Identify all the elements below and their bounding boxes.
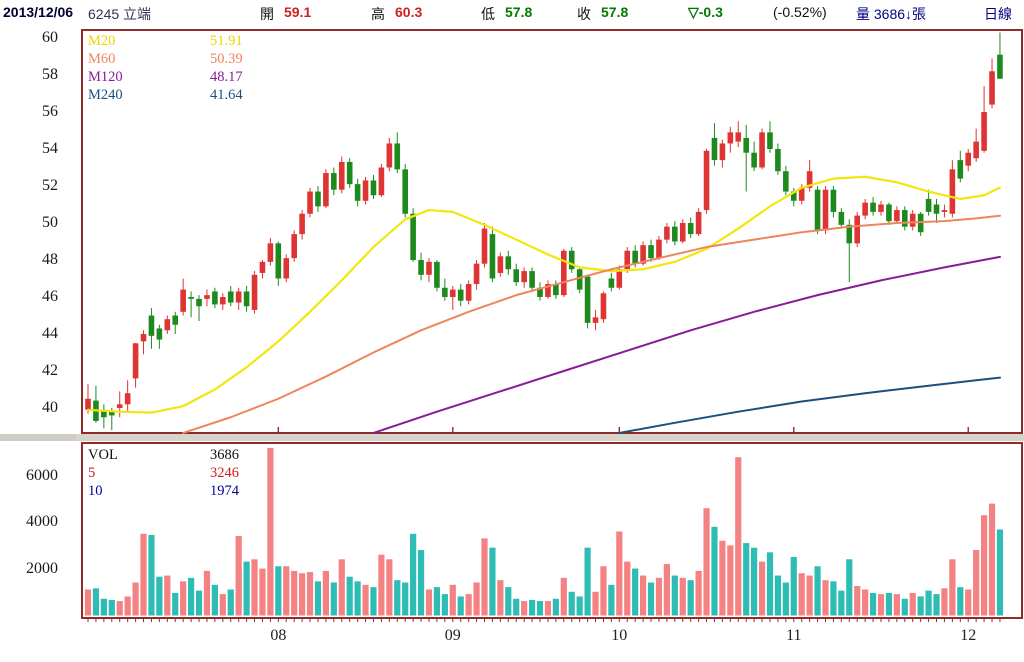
ma60-label: M60	[88, 51, 116, 67]
vol-legend-row: VOL 3686	[88, 446, 239, 464]
low-label: 低	[481, 6, 495, 22]
panel-splitter[interactable]	[0, 434, 1024, 441]
vol-ma5-value: 3246	[210, 465, 239, 481]
ma-legend-row: M120 48.17	[88, 68, 243, 86]
price-tick-label: 50	[42, 214, 58, 231]
month-label: 09	[444, 627, 461, 644]
price-tick-label: 52	[42, 177, 58, 194]
volume-tick-label: 6000	[26, 466, 58, 484]
price-tick-label: 44	[42, 325, 58, 342]
month-label: 08	[270, 627, 287, 644]
price-tick-label: 54	[42, 140, 58, 157]
ma240-label: M240	[88, 87, 123, 103]
close-label: 收	[577, 6, 591, 22]
stock-name: 6245 立端	[88, 6, 152, 22]
period-selector[interactable]: 日線	[984, 6, 1012, 22]
ma-legend: M20 51.91 M60 50.39 M120 48.17 M240 41.6…	[88, 32, 243, 104]
ma20-value: 51.91	[210, 33, 243, 49]
month-label: 12	[960, 627, 977, 644]
ma120-label: M120	[88, 69, 123, 85]
ma20-label: M20	[88, 33, 116, 49]
vol-ma10-row: 10 1974	[88, 482, 239, 500]
volume-readout: 量 3686↓張	[856, 6, 927, 22]
close-value: 57.8	[601, 4, 629, 20]
price-tick-label: 58	[42, 66, 58, 83]
open-value: 59.1	[284, 4, 312, 20]
ma240-value: 41.64	[210, 87, 243, 103]
volume-tick-label: 2000	[26, 559, 58, 577]
month-label: 11	[786, 627, 802, 644]
price-tick-label: 46	[42, 288, 58, 305]
low-value: 57.8	[505, 4, 533, 20]
ma-legend-row: M240 41.64	[88, 86, 243, 104]
high-value: 60.3	[395, 4, 423, 20]
vol-label: VOL	[88, 447, 118, 463]
ma-legend-row: M20 51.91	[88, 32, 243, 50]
ma-legend-row: M60 50.39	[88, 50, 243, 68]
volume-tick-label: 4000	[26, 513, 58, 531]
price-tick-label: 56	[42, 103, 58, 120]
high-label: 高	[371, 6, 385, 22]
volume-legend: VOL 3686 5 3246 10 1974	[88, 446, 239, 500]
change-percent: (-0.52%)	[773, 4, 827, 20]
price-tick-label: 60	[42, 29, 58, 46]
panel-splitter-grip	[0, 434, 76, 441]
vol-ma10-label: 10	[88, 483, 103, 499]
open-label: 開	[260, 6, 274, 22]
price-tick-label: 48	[42, 251, 58, 268]
month-label: 10	[611, 627, 628, 644]
ma120-value: 48.17	[210, 69, 243, 85]
date-label: 2013/12/06	[3, 4, 74, 20]
quote-header: 2013/12/06 6245 立端 開 59.1 高 60.3 低 57.8 …	[0, 0, 1024, 26]
change-value: ▽-0.3	[688, 4, 723, 20]
vol-ma5-label: 5	[88, 465, 96, 481]
price-tick-label: 40	[42, 399, 58, 416]
ma60-value: 50.39	[210, 51, 243, 67]
price-tick-label: 42	[42, 362, 58, 379]
vol-ma5-row: 5 3246	[88, 464, 239, 482]
vol-value: 3686	[210, 447, 239, 463]
vol-ma10-value: 1974	[210, 483, 239, 499]
